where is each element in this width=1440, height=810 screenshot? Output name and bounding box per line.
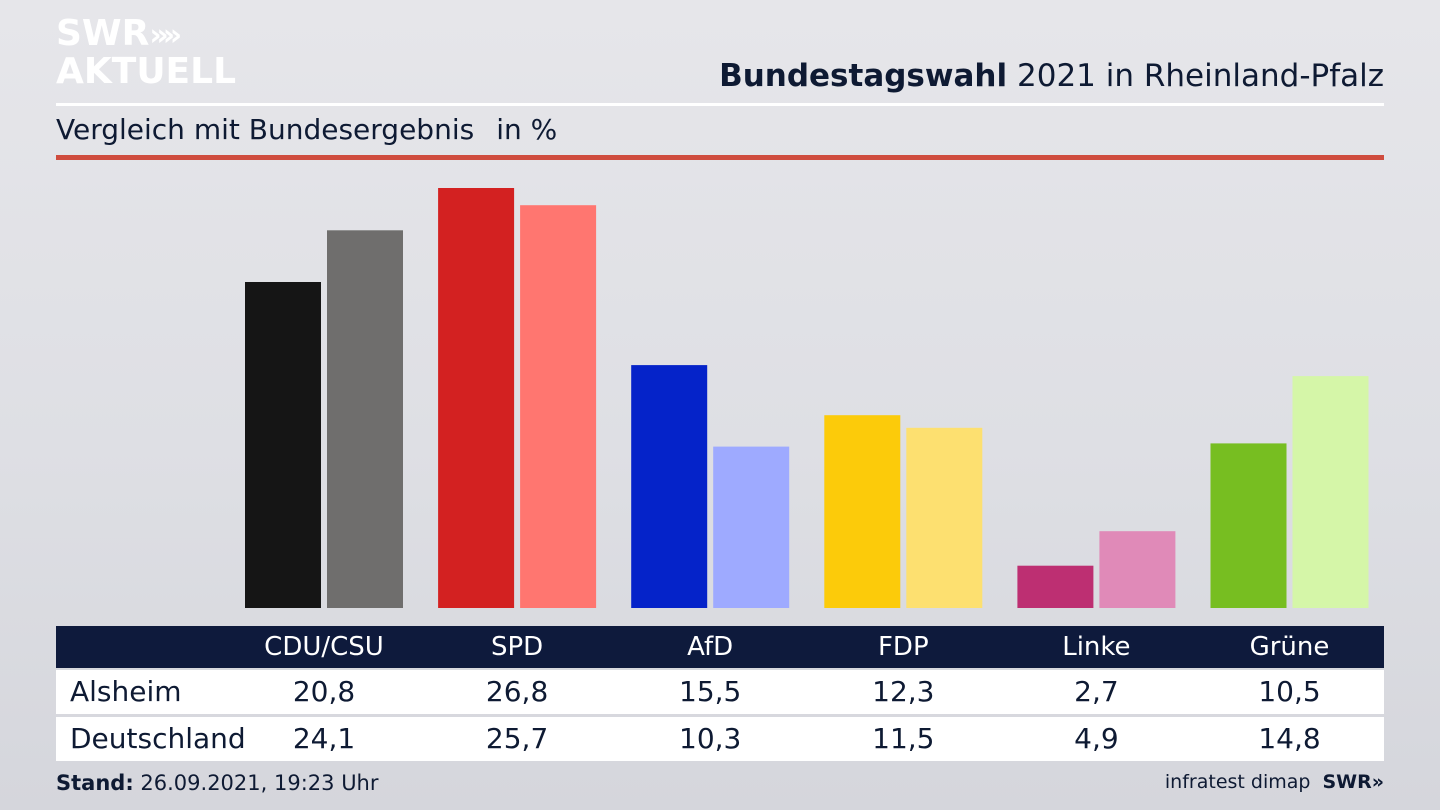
bar-deutschland-cdu-csu <box>327 230 403 609</box>
bar-deutschland-fdp <box>906 427 983 608</box>
table-cell-value: 11,5 <box>872 722 935 755</box>
column-header: Linke <box>1062 632 1131 662</box>
bar-alsheim-afd <box>631 365 708 608</box>
column-header: SPD <box>490 632 544 662</box>
source-text: infratest dimap <box>1164 771 1311 793</box>
table-cell-value: 10,5 <box>1258 675 1321 708</box>
footer-swr-logo: SWR» <box>1322 771 1384 793</box>
table-cell-value: 12,3 <box>872 675 935 708</box>
title-divider <box>56 103 1384 106</box>
table-cell-value: 24,1 <box>292 722 356 755</box>
column-header: AfD <box>687 632 734 662</box>
title-bold: Bundestagswahl <box>719 58 1008 94</box>
page-title: Bundestagswahl 2021 in Rheinland-Pfalz <box>719 58 1384 94</box>
table-cell-value: 2,7 <box>1074 675 1119 708</box>
bar-alsheim-linke <box>1017 565 1094 608</box>
bar-deutschland-spd <box>520 205 597 608</box>
column-header: Grüne <box>1249 632 1330 662</box>
subtitle-text: Vergleich mit Bundesergebnis <box>56 113 475 146</box>
logo-text-swr: SWR <box>56 13 150 54</box>
bar-deutschland-afd <box>713 446 790 608</box>
table-cell-value: 14,8 <box>1258 722 1321 755</box>
table-row-deutschland: Deutschland 24,1 25,7 10,3 11,5 4,9 14,8 <box>56 717 1384 761</box>
table-cell-value: 15,5 <box>679 675 742 708</box>
table-cell-value: 26,8 <box>485 675 549 708</box>
table-header-row: CDU/CSU SPD AfD FDP Linke Grüne <box>56 626 1384 668</box>
table-row-alsheim: Alsheim 20,8 26,8 15,5 12,3 2,7 10,5 <box>56 670 1384 714</box>
results-table: CDU/CSU SPD AfD FDP Linke Grüne Alsheim 20,8 26… <box>56 626 1384 761</box>
logo-text-aktuell: AKTUELL <box>56 51 237 92</box>
bar-alsheim-gr-ne <box>1210 443 1287 608</box>
title-rest: 2021 in Rheinland-Pfalz <box>1017 58 1384 94</box>
unit-label: in % <box>496 113 558 146</box>
accent-divider <box>56 155 1384 160</box>
row-label: Alsheim <box>70 675 182 708</box>
column-header: CDU/CSU <box>264 632 384 662</box>
timestamp: Stand: 26.09.2021, 19:23 Uhr <box>56 771 379 795</box>
table-cell-value: 20,8 <box>292 675 356 708</box>
timestamp-value: 26.09.2021, 19:23 Uhr <box>140 771 379 795</box>
table-cell-value: 4,9 <box>1074 722 1119 755</box>
chart-subtitle: Vergleich mit Bundesergebnis in % <box>56 113 557 146</box>
column-header: FDP <box>877 632 929 662</box>
bar-deutschland-gr-ne <box>1292 376 1369 608</box>
bar-alsheim-spd <box>438 188 515 608</box>
timestamp-label: Stand: <box>56 771 134 795</box>
table-cell-value: 25,7 <box>485 722 549 755</box>
table-cell-value: 10,3 <box>679 722 742 755</box>
bar-alsheim-fdp <box>824 415 901 608</box>
swr-aktuell-logo: SWR»» AKTUELL <box>56 16 236 90</box>
bar-alsheim-cdu-csu <box>245 282 321 608</box>
row-label: Deutschland <box>70 722 246 755</box>
source-credit: infratest dimap SWR» <box>1165 771 1384 793</box>
bar-deutschland-linke <box>1099 531 1176 608</box>
